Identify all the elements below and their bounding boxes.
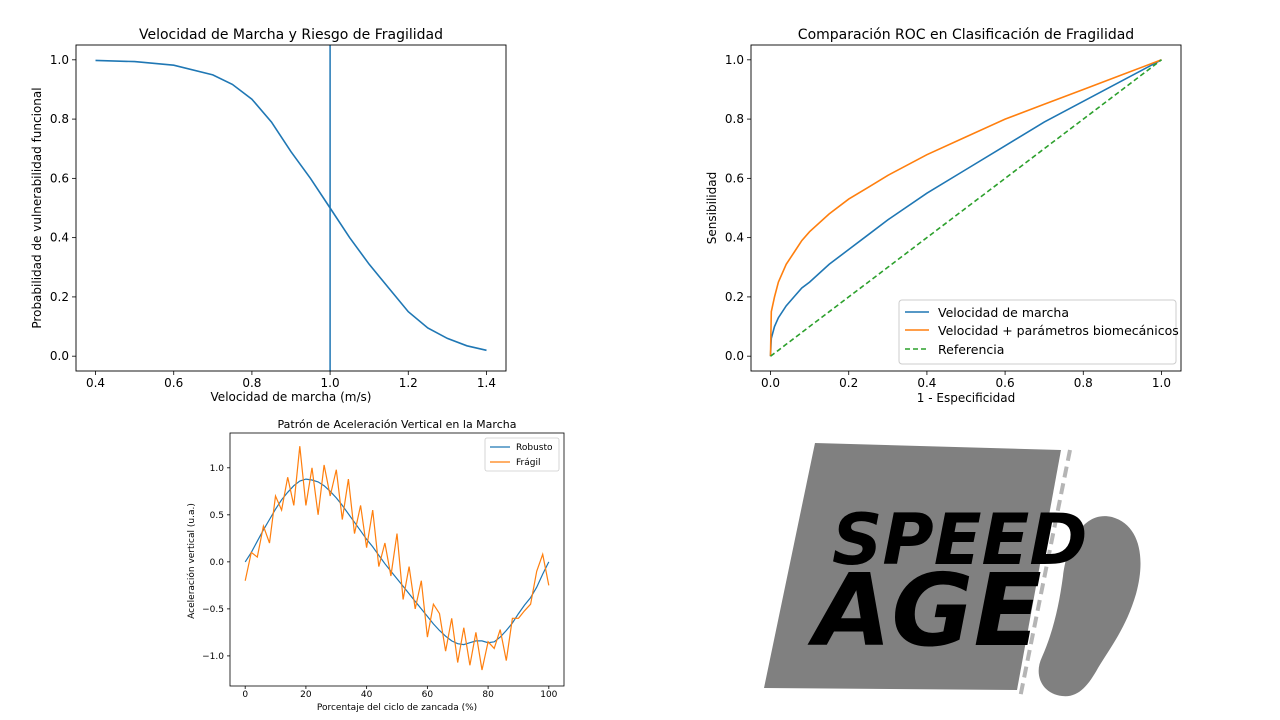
series-line [769,59,1162,357]
y-tick-label: 0.5 [210,511,224,521]
legend-label: Velocidad de marcha [938,305,1069,320]
x-tick-label: 0 [242,690,248,700]
x-tick-label: 100 [540,690,557,700]
series-line [244,446,550,671]
y-tick-label: 0.8 [50,112,69,126]
y-tick-label: 0.8 [725,112,744,126]
x-tick-label: 0.6 [996,376,1015,390]
footprint-icon [1038,516,1141,697]
y-tick-label: 0.0 [50,349,69,363]
y-tick-label: −0.5 [202,605,224,615]
plot-frame [75,44,507,372]
chart-title: Patrón de Aceleración Vertical en la Mar… [278,418,517,431]
series-line [244,478,550,646]
x-tick-label: 40 [361,690,373,700]
plot-frame [750,44,1182,372]
legend-label: Robusto [516,443,553,453]
y-tick-label: 1.0 [50,53,69,67]
x-tick-label: 20 [300,690,312,700]
y-tick-label: 0.0 [210,558,225,568]
y-axis-label: Aceleración vertical (u.a.) [186,503,197,619]
chart-roc-comparison: Comparación ROC en Clasificación de Frag… [705,27,1182,405]
y-tick-label: 0.0 [725,349,744,363]
y-tick-label: 1.0 [725,53,744,67]
y-tick-label: 0.4 [725,231,744,245]
x-axis-label: Porcentaje del ciclo de zancada (%) [317,703,477,713]
series-line [770,59,1162,357]
y-tick-label: 0.6 [50,171,69,185]
x-tick-label: 0.4 [86,376,105,390]
y-axis-label: Sensibilidad [705,172,719,244]
x-tick-label: 0.6 [164,376,183,390]
x-tick-label: 1.0 [1152,376,1171,390]
x-axis-label: Velocidad de marcha (m/s) [211,390,372,404]
y-axis-label: Probabilidad de vulnerabilidad funcional [30,87,44,328]
legend: Velocidad de marcha Velocidad + parámetr… [898,299,1179,365]
chart-vertical-acceleration: Patrón de Aceleración Vertical en la Mar… [186,418,565,713]
logo-text-speed: SPEED [832,499,1087,581]
x-tick-label: 0.4 [917,376,936,390]
x-tick-label: 0.0 [761,376,780,390]
legend-label: Velocidad + parámetros biomecánicos [938,323,1179,338]
chart-title: Velocidad de Marcha y Riesgo de Fragilid… [139,27,443,43]
legend-box [898,299,1177,365]
legend-label: Referencia [938,342,1004,357]
legend-label: Frágil [516,458,540,468]
x-tick-label: 0.8 [1074,376,1093,390]
y-tick-label: −1.0 [202,652,224,662]
speed-age-logo: SPEED AGE [764,443,1141,699]
legend-box [484,437,560,472]
y-tick-label: 0.4 [50,231,69,245]
logo-text-age: AGE [807,552,1042,669]
series-line [95,59,487,352]
series-line [769,59,1162,357]
x-tick-label: 1.2 [399,376,418,390]
logo-panel [764,443,1061,690]
y-tick-label: 0.2 [725,290,744,304]
x-tick-label: 60 [422,690,434,700]
x-tick-label: 1.0 [321,376,340,390]
logo-dashed-line [1018,449,1072,699]
chart-frailty-risk: Velocidad de Marcha y Riesgo de Fragilid… [30,27,507,404]
legend: Robusto Frágil [484,437,560,472]
y-tick-label: 1.0 [210,464,225,474]
y-tick-label: 0.2 [50,290,69,304]
x-axis-label: 1 - Especificidad [917,391,1015,405]
chart-title: Comparación ROC en Clasificación de Frag… [798,27,1134,43]
y-tick-label: 0.6 [725,171,744,185]
x-tick-label: 0.8 [242,376,261,390]
plot-frame [229,432,565,687]
x-tick-label: 1.4 [477,376,496,390]
x-tick-label: 80 [482,690,494,700]
x-tick-label: 0.2 [839,376,858,390]
